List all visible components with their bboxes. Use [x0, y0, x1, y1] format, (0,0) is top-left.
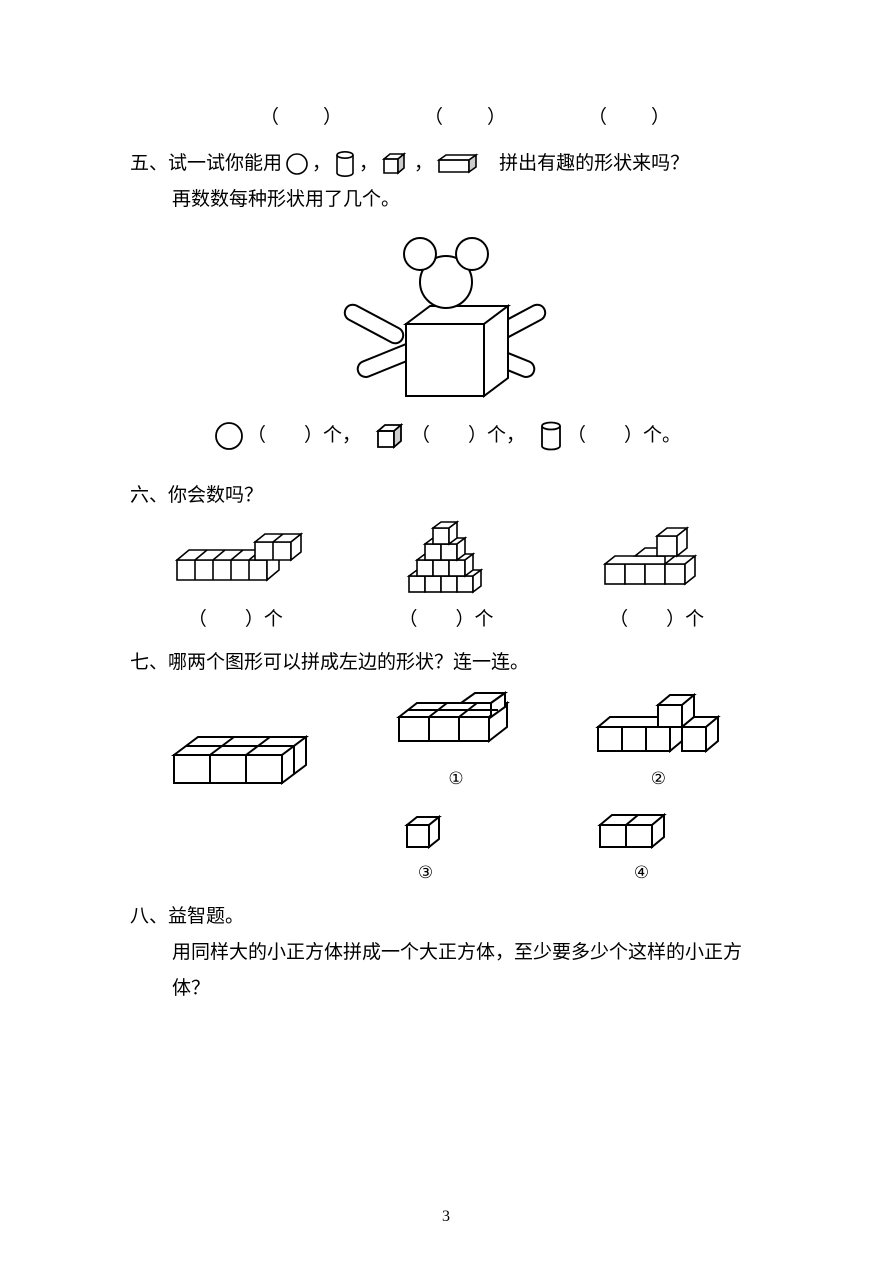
cube-icon [381, 151, 411, 177]
q4-blanks-row: （ ） （ ） （ ） [130, 100, 762, 146]
cylinder-icon [334, 150, 356, 178]
q7-target [164, 725, 324, 795]
q5-suffix: 拼出有趣的形状来吗？ [499, 146, 689, 182]
q7-opt2 [588, 691, 728, 761]
blank-c: （ ） [588, 100, 672, 136]
count-cube-blank: （ ） [411, 418, 487, 454]
q7-opt3 [401, 811, 451, 855]
q7-mark1: ① [448, 763, 463, 795]
q6-fig-a [167, 520, 317, 590]
count-cyl-blank: （ ）个。 [567, 418, 681, 454]
q7-mark3: ③ [418, 857, 433, 889]
count-cube-icon [374, 421, 408, 451]
q7-opt1 [391, 691, 521, 761]
sep3: ， [414, 146, 433, 182]
q8-title: 八、益智题。 [130, 899, 762, 935]
q8-body: 用同样大的小正方体拼成一个大正方体，至少要多少个这样的小正方体？ [130, 935, 762, 1007]
q7-opt4 [592, 809, 692, 855]
count-sphere-blank: （ ） [247, 418, 323, 454]
q6-label-b: （ ）个 [398, 602, 493, 638]
q7-row2: ③ ④ [330, 809, 762, 889]
q7-mark4: ④ [634, 857, 649, 889]
q6-fig-c [585, 520, 725, 600]
q5-line1: 五、试一试你能用 ， ， ， [130, 146, 762, 182]
sphere-icon [285, 152, 309, 176]
page: （ ） （ ） （ ） 五、试一试你能用 ， ， ， [0, 0, 892, 1048]
q5-prefix: 五、试一试你能用 [130, 146, 282, 182]
sep2: ， [359, 146, 378, 182]
sep1: ， [312, 146, 331, 182]
blank-b: （ ） [424, 100, 508, 136]
q6-label-c: （ ）个 [609, 602, 704, 638]
count-cube-unit: 个 [487, 418, 506, 454]
blank-a: （ ） [260, 100, 344, 136]
q6-label-a: （ ）个 [188, 602, 283, 638]
count-sphere-icon [214, 421, 244, 451]
q6-fig-b [391, 520, 511, 600]
q5-robot-figure [130, 224, 762, 414]
cuboid-icon [436, 152, 482, 176]
q5-line2: 再数数每种形状用了几个。 [130, 182, 762, 218]
count-cylinder-icon [538, 420, 564, 452]
q6-labels: （ ）个 （ ）个 （ ）个 [130, 602, 762, 638]
q6-figures [130, 520, 762, 600]
q7-row1: ① ② [130, 691, 762, 795]
count-sphere-unit: 个 [323, 418, 342, 454]
q5-counts: （ ） 个， （ ） 个， [130, 418, 762, 454]
q6-title: 六、你会数吗？ [130, 478, 762, 514]
q7-mark2: ② [651, 763, 666, 795]
page-number: 3 [0, 1208, 892, 1226]
q7-title: 七、哪两个图形可以拼成左边的形状？连一连。 [130, 645, 762, 681]
